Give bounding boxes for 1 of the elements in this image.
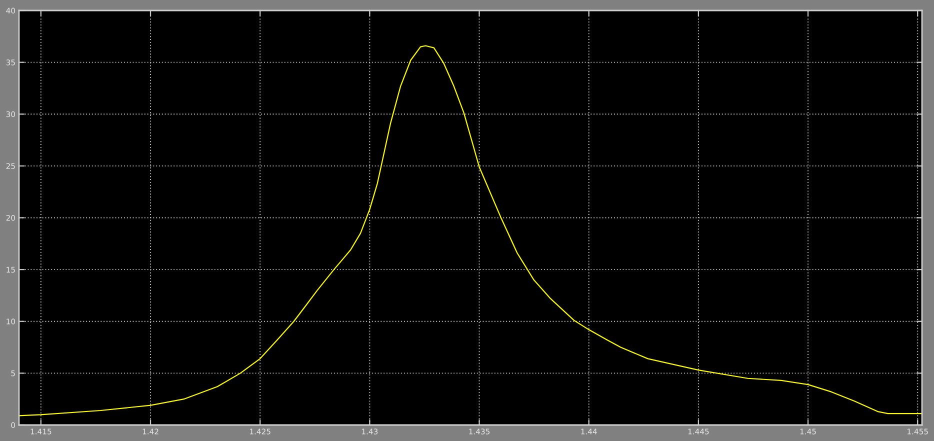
line-series xyxy=(19,45,922,416)
